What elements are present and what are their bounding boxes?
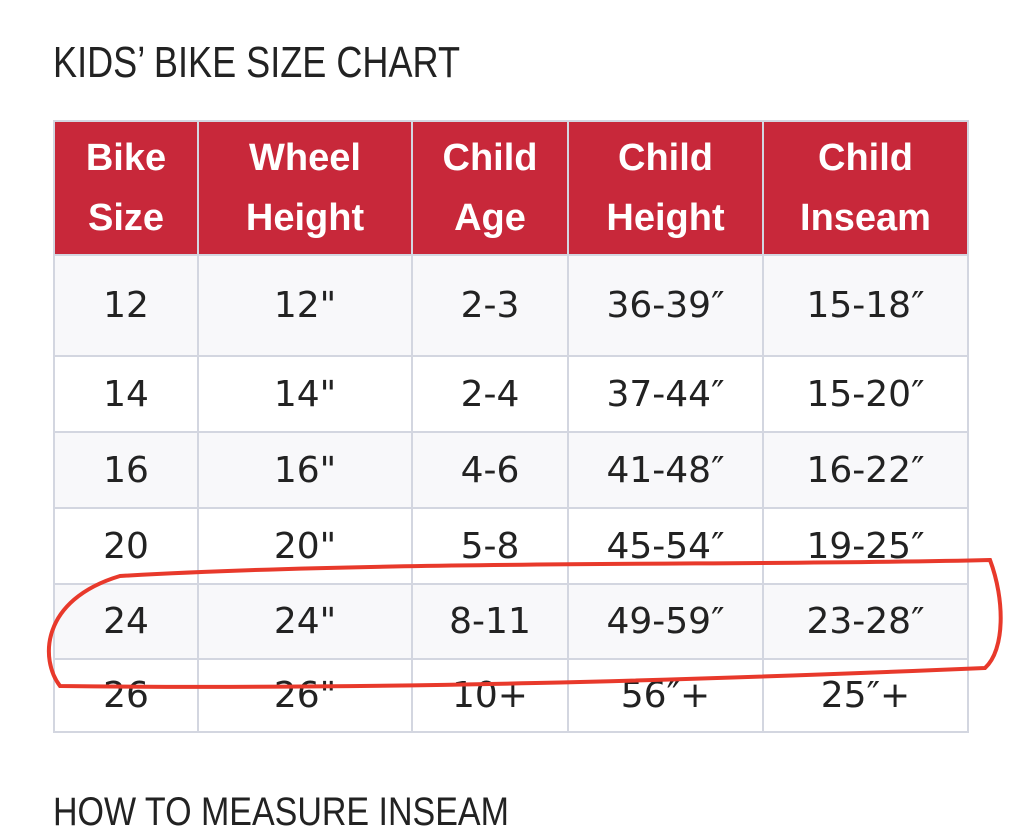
page: {"header": {"title": "KIDS’ BIKE SIZE CH… (46, 38, 1003, 834)
header-line: Child (442, 137, 538, 179)
header-line: Inseam (800, 197, 931, 239)
table-cell: 12" (197, 254, 413, 357)
table-row: 14 14" 2-4 37-44″ 15-20″ (53, 355, 969, 433)
column-header: Bike Size (53, 120, 199, 256)
table-cell: 26" (197, 658, 413, 733)
table-cell: 14 (53, 355, 199, 433)
table-cell: 23-28″ (762, 583, 969, 660)
table-cell: 15-20″ (762, 355, 969, 433)
table-cell: 16-22″ (762, 431, 969, 509)
table-cell: 56″+ (567, 658, 764, 733)
table-cell: 16 (53, 431, 199, 509)
header-line: Bike (85, 137, 167, 179)
table-cell: 12 (53, 254, 199, 357)
table-row: 20 20" 5-8 45-54″ 19-25″ (53, 507, 969, 585)
table-cell: 2-3 (411, 254, 569, 357)
header-line: Height (606, 197, 725, 239)
table-cell: 15-18″ (762, 254, 969, 357)
column-header: Child Height (567, 120, 764, 256)
section-heading: HOW TO MEASURE INSEAM (53, 790, 509, 834)
table-cell: 5-8 (411, 507, 569, 585)
table-cell: 25″+ (762, 658, 969, 733)
header-line: Height (245, 197, 365, 239)
table-cell: 41-48″ (567, 431, 764, 509)
table-cell: 45-54″ (567, 507, 764, 585)
column-header: Wheel Height (197, 120, 413, 256)
table-cell: 36-39″ (567, 254, 764, 357)
column-header: Child Inseam (762, 120, 969, 256)
header-line: Wheel (249, 137, 361, 179)
table-cell: 20" (197, 507, 413, 585)
table-cell: 49-59″ (567, 583, 764, 660)
table-cell: 19-25″ (762, 507, 969, 585)
column-header: Child Age (411, 120, 569, 256)
header-row: Bike Size Wheel Height Child Age Child Height Ch… (53, 120, 969, 256)
table-cell: 20 (53, 507, 199, 585)
table-body: 12 12" 2-3 36-39″ 15-18″ 14 14" 2-4 37-44″ 15-20″… (53, 254, 969, 733)
table-cell: 10+ (411, 658, 569, 733)
size-table: Bike Size Wheel Height Child Age Child Height Ch… (53, 120, 969, 733)
header-line: Age (454, 197, 526, 239)
header-line: Size (87, 197, 165, 239)
table-cell: 4-6 (411, 431, 569, 509)
page-title: KIDS’ BIKE SIZE CHART (53, 38, 461, 87)
table-cell: 16" (197, 431, 413, 509)
table-row: 12 12" 2-3 36-39″ 15-18″ (53, 254, 969, 357)
table-row: 24 24" 8-11 49-59″ 23-28″ (53, 583, 969, 660)
header-line: Child (618, 137, 713, 179)
table-cell: 14" (197, 355, 413, 433)
table-cell: 24 (53, 583, 199, 660)
table-cell: 2-4 (411, 355, 569, 433)
table-cell: 8-11 (411, 583, 569, 660)
table-cell: 37-44″ (567, 355, 764, 433)
header-line: Child (818, 137, 913, 179)
table-row: 16 16" 4-6 41-48″ 16-22″ (53, 431, 969, 509)
table-cell: 26 (53, 658, 199, 733)
table-row: 26 26" 10+ 56″+ 25″+ (53, 658, 969, 733)
table-cell: 24" (197, 583, 413, 660)
